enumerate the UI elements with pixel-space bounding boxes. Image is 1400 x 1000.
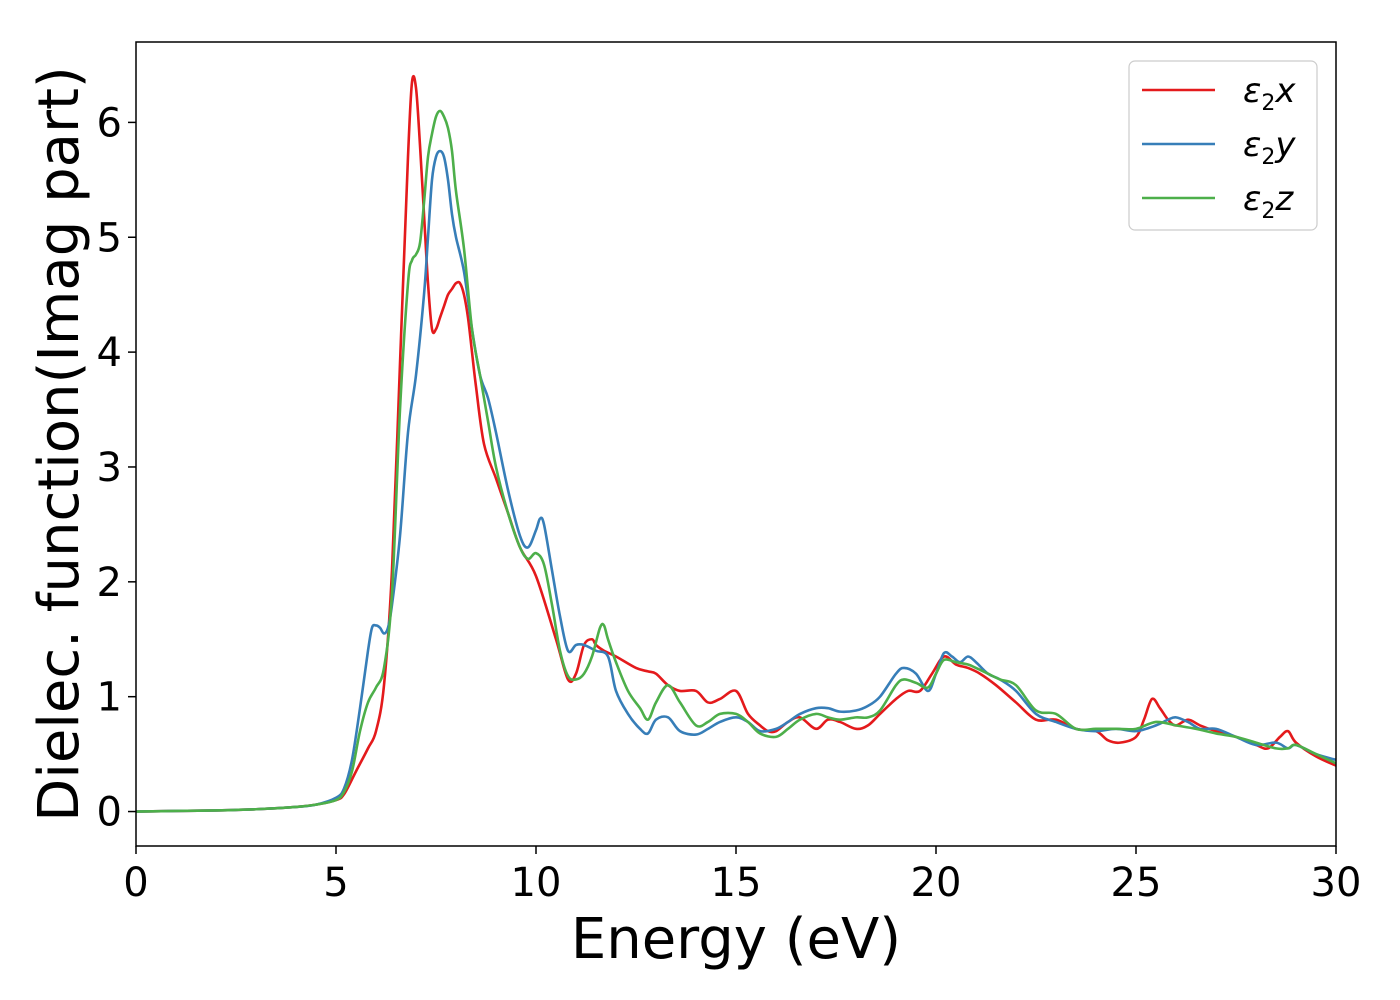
y-tick-label: 5 bbox=[97, 215, 122, 261]
series-line-y bbox=[136, 149, 1336, 813]
legend-label-suffix: y bbox=[1274, 125, 1296, 165]
legend-label-subscript: 2 bbox=[1261, 145, 1275, 170]
y-tick-label: 6 bbox=[97, 100, 122, 146]
legend-label-x: ε2x bbox=[1243, 71, 1296, 116]
x-tick-label: 25 bbox=[1111, 860, 1162, 906]
y-tick-label: 2 bbox=[97, 560, 122, 606]
legend-box bbox=[1128, 60, 1318, 231]
x-tick-label: 10 bbox=[511, 860, 562, 906]
y-tick-label: 3 bbox=[97, 445, 122, 491]
legend-label-y: ε2y bbox=[1243, 125, 1296, 170]
legend-label-z: ε2z bbox=[1243, 179, 1294, 224]
x-tick-label: 15 bbox=[711, 860, 762, 906]
legend-label-symbol: ε bbox=[1243, 125, 1261, 165]
legend-label-suffix: x bbox=[1274, 71, 1296, 111]
legend-label-subscript: 2 bbox=[1261, 199, 1275, 224]
legend-label-symbol: ε bbox=[1243, 71, 1261, 111]
legend-label-symbol: ε bbox=[1243, 179, 1261, 219]
x-axis-ticks: 0 5 10 15 20 25 30 bbox=[123, 846, 1361, 906]
y-axis-label: Dielec. function(Imag part) bbox=[27, 66, 92, 822]
x-tick-label: 0 bbox=[123, 860, 148, 906]
y-axis-ticks: 0 1 2 3 4 5 6 bbox=[97, 100, 136, 836]
x-axis-label: Energy (eV) bbox=[571, 907, 901, 972]
legend-label-suffix: z bbox=[1274, 179, 1294, 219]
legend-label-subscript: 2 bbox=[1261, 91, 1275, 116]
x-tick-label: 20 bbox=[911, 860, 962, 906]
series-line-z bbox=[136, 109, 1336, 813]
series-layer bbox=[136, 74, 1336, 813]
y-tick-label: 1 bbox=[97, 675, 122, 721]
x-tick-label: 5 bbox=[323, 860, 348, 906]
y-tick-label: 4 bbox=[97, 330, 122, 376]
x-tick-label: 30 bbox=[1311, 860, 1362, 906]
y-tick-label: 0 bbox=[97, 790, 122, 836]
